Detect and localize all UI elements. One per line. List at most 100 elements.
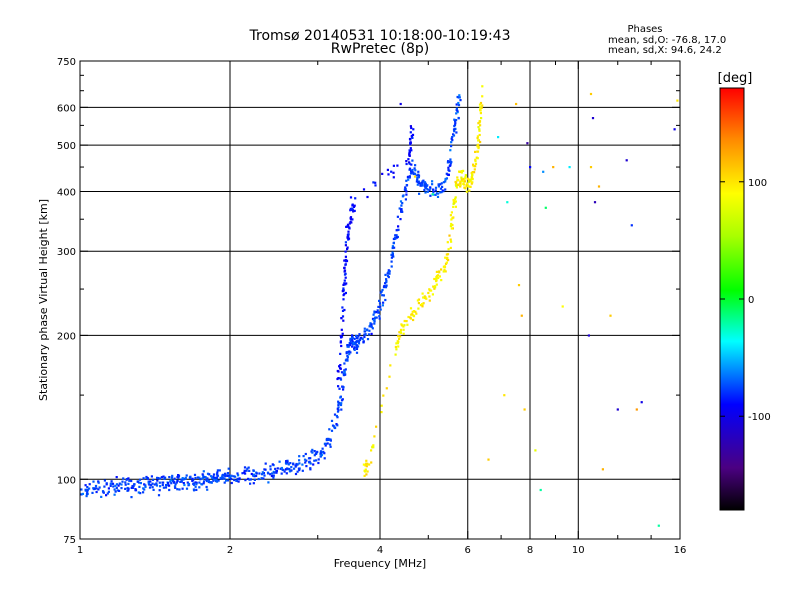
colorbar-tick-label: 0 xyxy=(748,295,754,306)
echo-point xyxy=(367,333,371,336)
echo-point xyxy=(342,283,345,286)
echo-point xyxy=(280,466,283,470)
echo-point xyxy=(445,253,448,256)
echo-point xyxy=(370,332,373,335)
echo-point xyxy=(446,241,449,244)
echo-point xyxy=(351,335,354,338)
echo-point xyxy=(472,165,475,168)
echo-point xyxy=(243,466,247,469)
echo-point xyxy=(355,340,358,343)
echo-point xyxy=(352,210,355,213)
echo-point xyxy=(473,168,476,171)
echo-point xyxy=(342,298,345,301)
echo-point xyxy=(346,246,349,249)
echo-point xyxy=(156,479,159,482)
echo-point xyxy=(298,459,301,462)
echo-point xyxy=(286,467,289,470)
echo-point xyxy=(384,273,387,276)
echo-point xyxy=(411,310,414,313)
echo-point xyxy=(336,369,339,373)
echo-point xyxy=(372,181,375,184)
echo-point xyxy=(416,299,419,302)
echo-point xyxy=(349,340,352,343)
echo-point xyxy=(117,484,120,487)
echo-point xyxy=(378,302,382,305)
echo-point xyxy=(252,469,255,472)
echo-point xyxy=(165,484,168,487)
echo-point xyxy=(365,465,368,468)
echo-point xyxy=(351,345,354,348)
echo-point xyxy=(109,484,112,487)
echo-point xyxy=(380,290,383,293)
echo-point xyxy=(269,468,272,471)
echo-point xyxy=(358,338,362,341)
echo-point xyxy=(335,423,338,426)
echo-point xyxy=(364,470,367,473)
echo-point xyxy=(463,180,467,183)
echo-point xyxy=(103,479,106,482)
echo-point xyxy=(293,467,296,470)
echo-point xyxy=(441,185,444,188)
echo-point xyxy=(124,487,127,490)
echo-point xyxy=(417,180,420,184)
echo-point xyxy=(593,201,597,204)
echo-point xyxy=(176,475,179,479)
echo-point xyxy=(348,350,351,353)
echo-point xyxy=(121,480,124,483)
echo-point xyxy=(180,480,183,483)
echo-point xyxy=(411,136,414,139)
echo-point xyxy=(341,315,345,318)
echo-point xyxy=(429,194,432,197)
echo-point xyxy=(410,163,413,166)
echo-point xyxy=(417,302,420,305)
echo-point xyxy=(381,172,384,175)
echo-point xyxy=(286,461,289,464)
echo-point xyxy=(241,472,244,475)
echo-point xyxy=(477,139,480,142)
echo-point xyxy=(308,461,311,464)
echo-point xyxy=(453,123,457,126)
echo-point xyxy=(437,270,441,273)
echo-point xyxy=(319,451,322,454)
echo-point xyxy=(278,460,281,463)
echo-point xyxy=(158,489,161,492)
echo-point xyxy=(349,344,352,347)
echo-point xyxy=(341,332,344,335)
echo-point xyxy=(337,406,340,409)
echo-point xyxy=(418,192,421,195)
echo-point xyxy=(365,329,369,332)
echo-point xyxy=(381,294,384,297)
echo-point xyxy=(439,187,443,190)
echo-point xyxy=(349,337,352,340)
echo-point xyxy=(395,236,398,239)
echo-point xyxy=(457,104,461,107)
echo-point xyxy=(386,168,389,171)
echo-point xyxy=(290,469,293,472)
echo-point xyxy=(425,297,428,300)
echo-point xyxy=(97,481,100,484)
echo-point xyxy=(364,468,367,471)
echo-point xyxy=(408,149,411,152)
echo-point xyxy=(373,311,376,314)
echo-point xyxy=(542,170,545,173)
echo-point xyxy=(158,477,162,480)
echo-point xyxy=(187,484,190,487)
echo-point xyxy=(337,385,340,388)
echo-point xyxy=(202,474,205,477)
echo-point xyxy=(287,463,290,466)
echo-point xyxy=(455,186,458,189)
echo-point xyxy=(110,482,113,485)
echo-point xyxy=(339,403,343,407)
echo-point xyxy=(272,476,275,479)
echo-point xyxy=(472,163,475,166)
echo-point xyxy=(368,329,371,332)
echo-point xyxy=(434,186,438,189)
echo-point xyxy=(464,175,467,178)
echo-point xyxy=(183,483,186,487)
echo-point xyxy=(353,337,356,340)
echo-point xyxy=(167,482,170,485)
echo-point xyxy=(428,299,431,302)
echo-point xyxy=(196,476,199,479)
echo-point xyxy=(88,487,91,490)
echo-point xyxy=(173,477,176,480)
